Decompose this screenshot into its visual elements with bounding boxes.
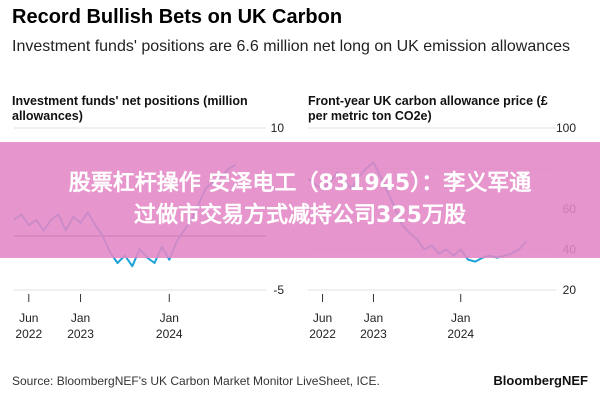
- right-x-tick-month: Jan: [451, 311, 470, 325]
- chart-title: Record Bullish Bets on UK Carbon: [12, 6, 343, 28]
- brand-logo: BloombergNEF: [493, 373, 588, 388]
- left-x-tick-year: 2022: [15, 327, 42, 341]
- right-y-tick-label: 20: [563, 283, 577, 297]
- left-x-tick-year: 2023: [67, 327, 94, 341]
- right-x-tick-year: 2022: [309, 327, 336, 341]
- left-x-tick-month: Jan: [71, 311, 90, 325]
- right-x-tick-month: Jun: [313, 311, 332, 325]
- left-x-tick-month: Jan: [160, 311, 179, 325]
- overlay-text-line-2: 过做市交易方式减持公司325万股: [134, 203, 466, 228]
- left-x-tick-month: Jun: [19, 311, 38, 325]
- overlay-text-line-1: 股票杠杆操作 安泽电工（831945）：李义军通: [68, 171, 532, 196]
- left-y-tick-label: 10: [271, 121, 285, 135]
- chart-subtitle: Investment funds' positions are 6.6 mill…: [12, 38, 571, 55]
- overlay-banner: 股票杠杆操作 安泽电工（831945）：李义军通 过做市交易方式减持公司325万…: [0, 142, 600, 258]
- right-x-tick-year: 2024: [447, 327, 474, 341]
- right-x-tick-month: Jan: [364, 311, 383, 325]
- right-y-tick-label: 100: [556, 121, 576, 135]
- right-x-tick-year: 2023: [360, 327, 387, 341]
- right-panel-title: Front-year UK carbon allowance price (£ …: [308, 94, 548, 123]
- left-panel-title: Investment funds' net positions (million…: [12, 94, 248, 123]
- left-y-tick-label: -5: [273, 283, 284, 297]
- source-note: Source: BloombergNEF's UK Carbon Market …: [12, 374, 380, 388]
- left-x-tick-year: 2024: [156, 327, 183, 341]
